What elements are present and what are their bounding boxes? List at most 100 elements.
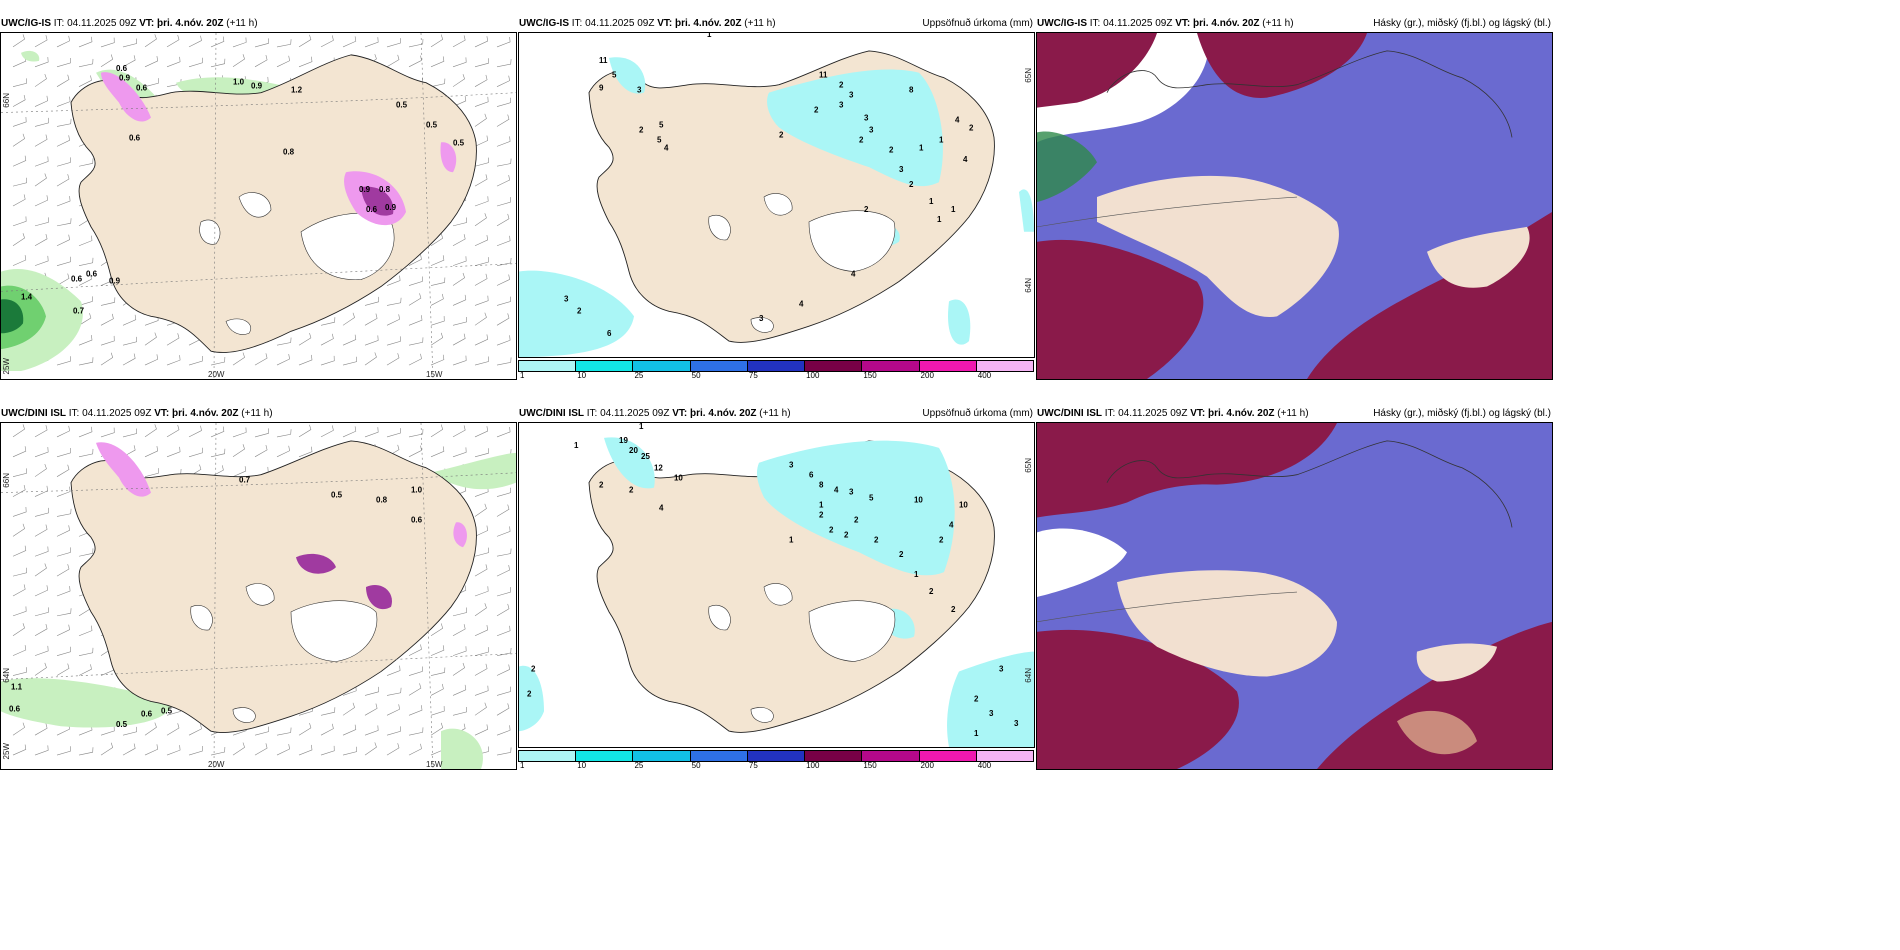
model-name: UWC/IG-IS — [1037, 18, 1087, 29]
wind-barb — [232, 742, 245, 756]
wind-barb — [78, 357, 94, 366]
wind-barb — [342, 36, 357, 48]
wind-barb — [386, 428, 401, 438]
wind-barb — [232, 37, 247, 48]
model-name: UWC/IG-IS — [1, 18, 51, 29]
lon-label: 15W — [426, 370, 443, 379]
wind-barb — [56, 646, 71, 656]
precip-heavy-core — [366, 585, 392, 610]
wind-barb — [474, 36, 489, 48]
value-label: 1 — [974, 729, 979, 738]
wind-barb — [122, 336, 137, 346]
wind-barb — [78, 426, 93, 438]
wind-barb — [386, 297, 402, 306]
wind-barb — [496, 504, 510, 517]
wind-barb — [364, 686, 379, 696]
value-label: 0.5 — [116, 720, 128, 729]
wind-barb — [452, 624, 466, 637]
wind-barb — [430, 56, 445, 68]
colorbar-tick: 100 — [806, 761, 820, 770]
wind-barb — [474, 586, 489, 597]
wind-barb — [188, 35, 202, 48]
wind-barb — [254, 743, 268, 756]
value-label: 0.9 — [385, 203, 397, 212]
cloud-mid-layer — [1037, 239, 1204, 379]
wind-barb — [342, 746, 357, 756]
wind-barb — [496, 213, 510, 227]
wind-barb — [78, 296, 93, 306]
value-label: 0.9 — [359, 185, 371, 194]
wind-barb — [144, 468, 159, 477]
panel-igis-precip-wind: UWC/IG-IS IT: 04.11.2025 09Z VT: þri. 4.… — [0, 16, 517, 380]
value-label: 1 — [707, 33, 712, 39]
wind-barb — [496, 426, 511, 438]
wind-barb — [144, 34, 157, 48]
colorbar-tick: 400 — [977, 761, 992, 770]
wind-barb — [78, 58, 94, 68]
wind-barb — [56, 586, 71, 597]
colorbar-tick: 50 — [691, 761, 701, 770]
value-label: 2 — [854, 515, 859, 524]
value-label: 1.0 — [411, 486, 423, 495]
wind-barb — [12, 233, 25, 247]
wind-barb — [320, 745, 335, 756]
value-label: 2 — [974, 694, 979, 703]
wind-barb — [430, 255, 445, 266]
colorbar: 1 10 25 50 75 100 150 200 400 — [518, 358, 1035, 380]
wind-barb — [12, 194, 26, 207]
wind-barb — [408, 315, 423, 326]
wind-barb — [12, 484, 26, 497]
glacier-myrdalsjokull — [232, 707, 256, 723]
wind-barb — [56, 74, 70, 87]
wind-barb — [452, 294, 467, 306]
colorbar-tick: 25 — [634, 371, 644, 380]
wind-barb — [210, 448, 226, 458]
wind-barb — [188, 447, 203, 458]
wind-barb — [496, 747, 512, 756]
clear-sky — [1037, 528, 1127, 597]
lead-time: (+11 h) — [1262, 18, 1294, 29]
wind-barb — [474, 564, 488, 577]
precip-area — [431, 452, 516, 490]
precip-heavy — [453, 522, 467, 548]
panel-header: UWC/DINI ISL IT: 04.11.2025 09Z VT: þri.… — [1037, 407, 1551, 421]
wind-barb — [34, 233, 48, 247]
wind-barb — [56, 663, 70, 676]
wind-barb — [34, 156, 49, 167]
value-label: 3 — [999, 664, 1004, 673]
cloud-mid-layer — [1037, 629, 1239, 769]
value-label: 4 — [834, 486, 839, 495]
glacier-langjokull — [763, 583, 793, 606]
wind-barb — [474, 174, 488, 187]
wind-barb — [34, 662, 47, 676]
wind-barb — [408, 276, 423, 286]
wind-barb — [496, 664, 510, 676]
value-label: 11 — [599, 56, 608, 65]
it-value: 04.11.2025 09Z — [1103, 18, 1173, 29]
wind-barb — [34, 524, 48, 537]
wind-barb — [298, 722, 312, 736]
value-label: 4 — [851, 270, 856, 279]
wind-barb — [12, 468, 27, 477]
value-label: 8 — [819, 481, 824, 490]
wind-barb — [298, 34, 312, 48]
cloud-mid-layer — [1037, 423, 1337, 518]
wind-barb — [34, 117, 49, 127]
graticule — [1, 472, 516, 493]
value-label: 3 — [899, 165, 904, 174]
wind-barb — [78, 158, 94, 167]
wind-barb — [12, 216, 27, 227]
lead-time: (+11 h) — [759, 408, 791, 419]
vt-label: VT: — [657, 18, 673, 29]
wind-barb — [12, 424, 25, 438]
wind-barb — [12, 606, 27, 617]
wind-barb — [364, 703, 378, 716]
value-label: 1.1 — [11, 682, 23, 691]
lat-label: 65N — [1024, 458, 1033, 473]
lat-label: 66N — [2, 473, 11, 488]
value-label: 10 — [914, 496, 923, 505]
value-label: 0.6 — [141, 709, 153, 718]
wind-barb — [474, 257, 489, 266]
it-value: 04.11.2025 09Z — [82, 408, 152, 419]
wind-barb — [474, 196, 489, 207]
